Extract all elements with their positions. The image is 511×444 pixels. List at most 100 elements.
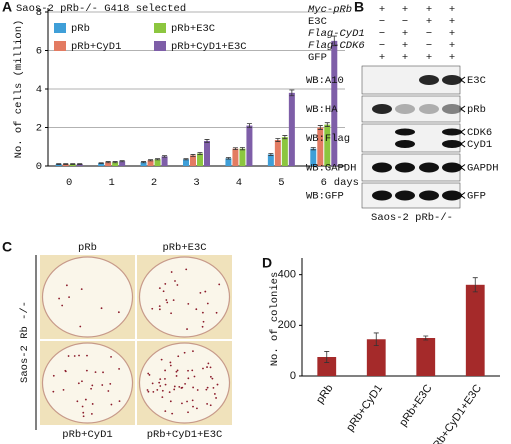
colony-dot [164,283,167,285]
error-bar [112,161,118,164]
bar [465,284,485,376]
error-bar [331,35,337,47]
colony-dot [166,301,169,304]
blot-band [372,104,392,114]
condition-sign: + [379,52,385,64]
error-bar [472,277,478,293]
error-bar [324,122,330,127]
colony-dot [91,384,94,387]
colony-dot [109,383,112,385]
error-bar [423,335,429,341]
bar [183,159,189,166]
x-tick-label: 3 [193,177,199,189]
colony-dot [178,385,181,388]
blot-band [442,104,462,114]
dish [41,256,134,338]
bar [232,148,239,166]
error-bar [56,163,62,165]
colony-dot [164,369,166,372]
colony-dot [218,283,221,286]
colony-dot [102,371,104,374]
error-bar [373,332,379,346]
colony-dot [52,374,55,377]
colony-dot [164,377,166,380]
bar [154,159,161,166]
bar [317,357,337,376]
bar [76,164,83,166]
blot-band [419,75,439,85]
y-tick-label: 8 [36,7,42,19]
chart-title: Saos-2 pRb-/- G418 selected [16,3,186,15]
blot-band [395,128,415,136]
legend-label: pRb+E3C [171,23,215,35]
colony-dot [193,375,196,378]
condition-sign: − [402,16,408,28]
bar [204,140,210,166]
condition-label: Myc-pRb [308,4,352,16]
colony-dot [91,403,94,405]
colony-dot [86,354,88,357]
colony-dot [187,377,190,380]
error-bar [310,147,316,151]
x-tick-label: 2 [151,177,157,189]
colony-dot [170,312,172,315]
legend-label: pRb [71,23,90,35]
colony-dot [160,358,163,361]
condition-sign: + [449,16,455,28]
bar [161,156,168,166]
colony-dot [176,284,179,286]
colony-dot [174,280,176,282]
antibody-label: WB:Flag [306,133,350,145]
colony-dot [191,399,194,402]
colony-dot [146,389,149,391]
colony-dot [173,388,176,391]
blot-band [442,140,462,148]
antibody-label: WB:HA [306,104,338,116]
blot-band [442,128,462,136]
bar [274,140,281,166]
bar [119,161,126,166]
colony-dot [158,287,161,290]
y-axis-label: No. of cells (million) [13,20,25,159]
condition-sign: + [449,28,455,40]
error-bar [275,138,281,142]
colony-dot [156,389,159,391]
colony-dot [90,413,93,415]
condition-sign: + [426,4,432,16]
colony-dot [201,311,204,314]
colony-dot [173,385,176,388]
error-bar [77,163,83,165]
panel-label: C [2,239,12,255]
blot-band [372,190,392,201]
colony-dot [110,355,112,358]
colony-dot [175,370,178,373]
colony-dot [58,297,60,300]
colony-dot [80,288,83,290]
colony-dot [61,304,64,307]
colony-dot [147,390,150,393]
bar [288,92,295,166]
error-bar [119,160,125,163]
bar [281,137,288,166]
colony-dot [161,389,164,392]
colony-dot [152,390,155,393]
colony-dot [68,296,70,299]
bar [246,125,253,166]
target-arrow [460,105,466,113]
colony-dot [151,307,154,310]
colony-dot [118,368,120,370]
colony-dot [213,393,216,395]
colony-dot [100,307,103,310]
y-tick-label: 6 [36,45,42,57]
colony-dot [186,328,188,330]
colony-dot [151,382,154,385]
colony-dot [148,374,151,376]
colony-dot [209,366,212,369]
colony-dot [196,389,199,391]
condition-label: Flag-CyD1 [308,28,365,40]
panel-label: D [262,255,272,271]
colony-dot [169,364,172,367]
colony-dot [206,366,208,368]
condition-sign: + [426,16,432,28]
